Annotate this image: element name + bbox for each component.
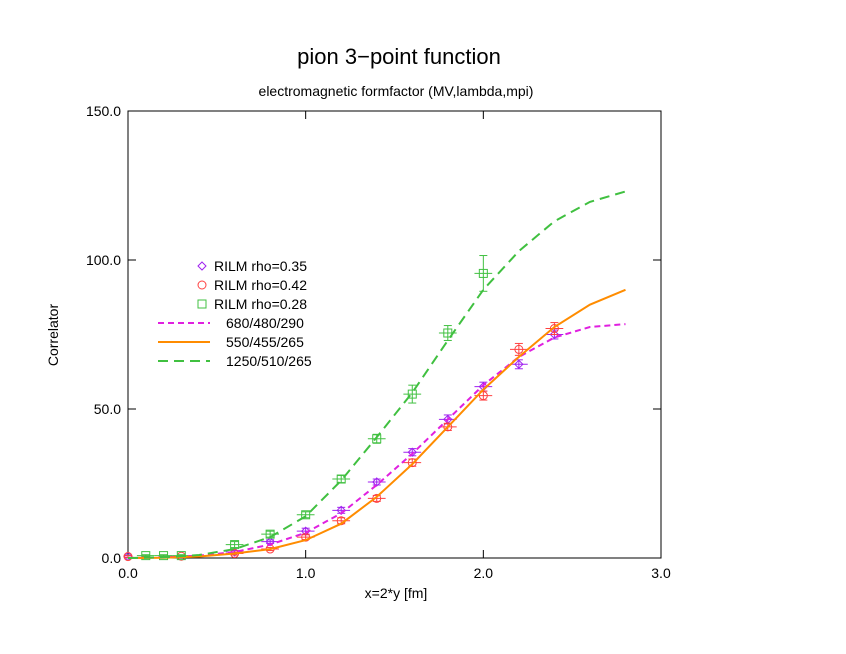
point-marker bbox=[123, 552, 133, 562]
axis-ticks: 0.0 1.0 2.0 3.0 0.0 50.0 100.0 150.0 bbox=[86, 103, 671, 581]
point-marker bbox=[407, 389, 417, 399]
point-marker bbox=[407, 458, 417, 468]
point-marker bbox=[549, 329, 560, 340]
point-marker bbox=[478, 391, 488, 401]
point-marker bbox=[514, 359, 524, 370]
data-point bbox=[403, 384, 422, 404]
legend-marker-swatch bbox=[197, 261, 207, 271]
data-point bbox=[296, 510, 315, 520]
y-tick-label: 100.0 bbox=[86, 252, 121, 268]
plot-frame bbox=[127, 110, 662, 559]
x-axis-label: x=2*y [fm] bbox=[365, 585, 428, 601]
point-marker bbox=[514, 344, 524, 354]
point-marker bbox=[141, 551, 151, 561]
data-point bbox=[332, 474, 351, 484]
point-marker bbox=[549, 324, 559, 334]
data-point bbox=[225, 540, 244, 550]
legend-label: 680/480/290 bbox=[226, 315, 304, 331]
data-point bbox=[474, 255, 493, 292]
x-tick-label: 3.0 bbox=[651, 565, 671, 581]
data-point bbox=[403, 458, 422, 468]
y-tick-label: 150.0 bbox=[86, 103, 121, 119]
data-point bbox=[545, 322, 564, 335]
x-tick-label: 1.0 bbox=[296, 565, 316, 581]
chart-subtitle: electromagnetic formfactor (MV,lambda,mp… bbox=[259, 83, 534, 99]
point-marker bbox=[159, 551, 169, 561]
point-marker bbox=[301, 510, 311, 520]
x-tick-label: 2.0 bbox=[474, 565, 494, 581]
legend-label: RILM rho=0.35 bbox=[214, 258, 307, 274]
data-point bbox=[367, 493, 386, 503]
series-line bbox=[127, 323, 626, 559]
legend-label: RILM rho=0.42 bbox=[214, 277, 307, 293]
y-tick-label: 50.0 bbox=[94, 401, 121, 417]
point-marker bbox=[336, 474, 346, 484]
legend-marker-swatch bbox=[197, 280, 207, 290]
data-point bbox=[367, 477, 386, 487]
x-tick-label: 0.0 bbox=[118, 565, 138, 581]
legend-label: 1250/510/265 bbox=[226, 353, 312, 369]
data-point bbox=[136, 551, 155, 561]
series-line bbox=[127, 288, 626, 559]
point-marker bbox=[372, 493, 382, 503]
chart-title: pion 3−point function bbox=[297, 44, 501, 69]
series-layer bbox=[123, 190, 626, 562]
legend-label: 550/455/265 bbox=[226, 334, 304, 350]
point-marker bbox=[443, 328, 453, 338]
point-marker bbox=[372, 434, 382, 444]
point-marker bbox=[230, 540, 240, 550]
legend: RILM rho=0.35 RILM rho=0.42 RILM rho=0.28 6… bbox=[158, 258, 312, 369]
point-marker bbox=[478, 268, 488, 278]
legend-marker-swatch bbox=[197, 299, 207, 309]
point-marker bbox=[443, 422, 453, 432]
y-tick-label: 0.0 bbox=[102, 550, 122, 566]
legend-label: RILM rho=0.28 bbox=[214, 296, 307, 312]
point-marker bbox=[407, 447, 417, 457]
series-line bbox=[127, 190, 626, 559]
y-axis-label: Correlator bbox=[45, 304, 61, 367]
